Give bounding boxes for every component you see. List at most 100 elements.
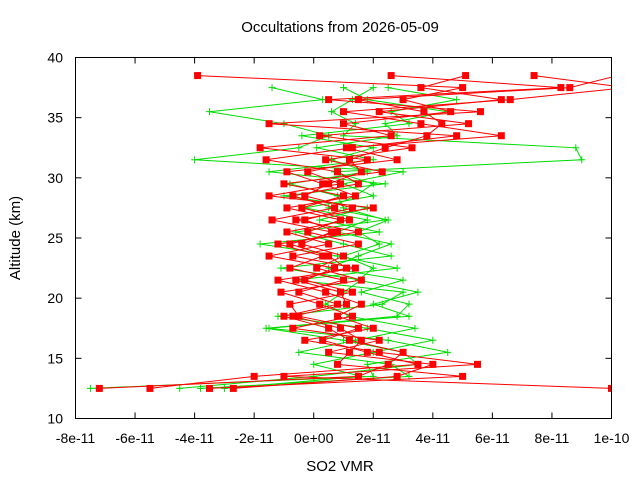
data-point — [566, 84, 574, 92]
data-point — [414, 288, 422, 296]
x-axis-label: SO2 VMR — [306, 458, 374, 475]
data-point — [340, 120, 347, 128]
y-tick-label: 40 — [47, 50, 63, 66]
data-point — [277, 264, 285, 272]
data-point — [369, 348, 377, 356]
data-point — [345, 336, 353, 344]
axis-ticks: -8e-11 -6e-11 -4e-11 -2e-11 0e+00 2e-11 4e-11 6… — [47, 50, 629, 447]
x-tick-label: 4e-11 — [415, 430, 450, 446]
data-point — [325, 252, 333, 260]
data-point — [384, 84, 392, 92]
data-point — [399, 276, 407, 284]
data-point — [229, 384, 237, 392]
data-point — [289, 324, 297, 332]
data-point — [301, 276, 309, 284]
data-point — [623, 84, 630, 91]
data-point — [369, 180, 377, 188]
data-point — [375, 336, 383, 344]
series-line — [90, 87, 583, 389]
data-point — [340, 84, 347, 92]
data-point — [331, 204, 339, 212]
data-point — [325, 204, 333, 212]
data-point — [298, 240, 306, 248]
data-point — [295, 348, 303, 356]
data-point — [399, 168, 407, 176]
y-tick-label: 15 — [47, 350, 63, 366]
data-point — [384, 360, 392, 368]
data-point — [399, 96, 407, 104]
data-point — [325, 132, 333, 140]
data-point — [497, 132, 505, 140]
y-tick-label: 20 — [47, 290, 63, 306]
data-point — [295, 312, 303, 320]
data-point — [363, 168, 371, 176]
data-point — [354, 252, 362, 260]
data-point — [325, 348, 333, 356]
y-axis-label: Altitude (km) — [7, 196, 24, 280]
data-point — [265, 192, 273, 200]
data-point — [292, 216, 300, 224]
data-point — [530, 72, 538, 80]
data-point — [325, 180, 333, 188]
data-point — [393, 156, 401, 164]
data-point — [250, 372, 258, 380]
data-point — [447, 108, 455, 116]
data-point — [399, 288, 407, 296]
data-point — [476, 108, 484, 116]
data-point — [206, 108, 213, 116]
data-point — [375, 228, 383, 236]
data-point — [331, 264, 339, 272]
data-point — [345, 216, 353, 224]
data-point — [220, 384, 228, 392]
data-point — [340, 192, 347, 200]
data-point — [375, 108, 383, 116]
data-point — [328, 108, 336, 116]
data-point — [197, 384, 205, 392]
data-point — [274, 276, 282, 284]
data-point — [420, 108, 428, 116]
data-point — [265, 120, 273, 128]
data-point — [381, 180, 389, 188]
data-point — [280, 312, 288, 320]
data-point — [328, 228, 336, 236]
data-point — [405, 312, 413, 320]
data-point — [342, 264, 350, 272]
data-point — [301, 336, 309, 344]
data-point — [393, 264, 401, 272]
data-point — [405, 120, 413, 128]
data-point — [393, 312, 401, 320]
data-point — [462, 72, 470, 80]
data-point — [357, 168, 365, 176]
data-point — [578, 156, 586, 164]
data-point — [342, 300, 350, 308]
data-point — [453, 96, 461, 104]
series-line — [233, 75, 561, 389]
data-point — [86, 384, 94, 392]
data-point — [459, 372, 467, 380]
data-point — [444, 348, 452, 356]
data-point — [256, 240, 264, 248]
data-point — [286, 300, 294, 308]
data-point — [363, 348, 371, 356]
data-point — [354, 240, 362, 248]
data-point — [295, 288, 303, 296]
data-point — [298, 132, 306, 140]
data-point — [387, 108, 395, 116]
data-point — [351, 120, 359, 128]
data-point — [274, 312, 282, 320]
data-point — [280, 372, 288, 380]
data-point — [319, 96, 327, 104]
data-point — [429, 360, 437, 368]
data-point — [194, 72, 202, 80]
data-point — [408, 144, 416, 152]
data-point — [289, 252, 297, 260]
data-point — [369, 204, 377, 212]
data-point — [348, 204, 356, 212]
data-point — [342, 144, 350, 152]
data-point — [423, 132, 431, 140]
y-tick-label: 35 — [47, 110, 63, 126]
x-tick-label: 1e-10 — [594, 430, 630, 446]
data-point — [274, 240, 282, 248]
x-tick-label: -4e-11 — [175, 430, 215, 446]
